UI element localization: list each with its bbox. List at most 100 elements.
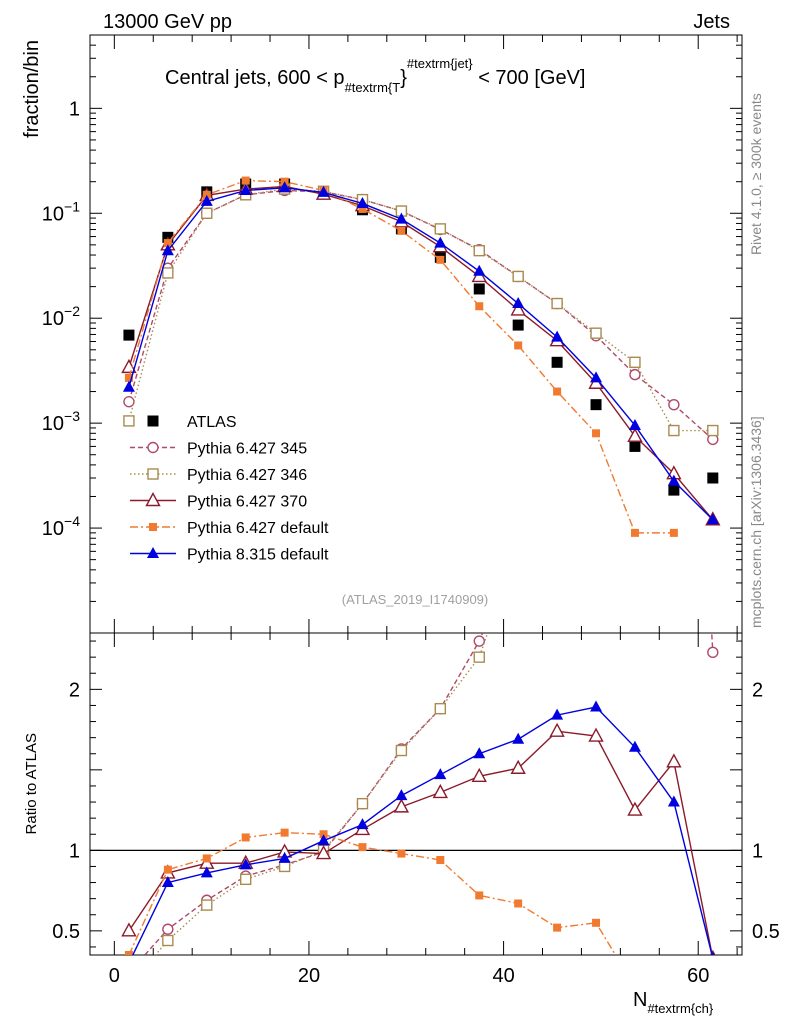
ratio-plot-frame [89,632,743,956]
ratio-series-point-3 [163,865,172,874]
ratio-y-tick-label: 1 [69,840,80,862]
ratio-series-line-0 [143,633,714,955]
ratio-series-line-4 [132,706,713,955]
ratio-series-point-2 [549,722,565,737]
main-series-point-0 [668,484,680,496]
main-y-tick-label: 10−2 [42,303,80,330]
tick-label-base: 10 [42,413,64,435]
main-series-point-3 [510,301,526,316]
main-series-point-5 [434,236,447,248]
main-series-point-1 [668,398,680,411]
ratio-series-point-4 [590,700,603,712]
main-title-sub: #textrm{T [345,80,401,95]
main-y-tick-label: 1 [69,98,80,120]
main-title-close: } [400,67,407,89]
legend: ATLAS Pythia 6.427 345 Pythia 6.427 346 Pyt… [130,414,329,564]
ratio-series-point-4 [200,866,213,878]
main-series-point-0 [123,329,135,341]
legend-label-0: ATLAS [187,414,237,431]
ratio-series-point-4 [356,818,369,830]
ratio-series-point-4 [395,789,408,801]
ratio-series-point-3 [124,951,133,955]
ratio-series-point-3 [553,923,562,932]
main-series-point-4 [669,528,678,537]
ratio-series-point-4 [711,951,715,955]
main-series-line-3 [128,185,714,521]
main-series-point-4 [163,239,172,248]
main-series-point-2 [434,223,447,235]
ratio-series-point-4 [473,747,486,759]
ratio-series-point-4 [278,851,291,863]
ratio-series-point-4 [551,708,564,720]
ratio-series-point-1 [162,934,174,947]
ratio-series-point-1 [434,702,447,715]
ratio-series-point-4 [667,795,680,807]
ratio-series-point-0 [707,646,719,659]
main-series-point-2 [473,244,485,257]
main-series-point-4 [630,528,639,537]
ratio-series-point-2 [393,798,410,813]
ratio-series-point-4 [628,740,641,752]
ratio-series-point-3 [202,854,211,863]
main-series-point-1 [629,368,641,381]
ratio-y-tick-label-right: 2 [752,679,763,701]
main-series-point-4 [241,176,250,185]
main-series-point-5 [278,181,291,193]
ratio-series-point-1 [473,651,485,663]
main-y-tick-label: 10−3 [42,408,80,435]
main-title-pre: Central jets, 600 < p [165,67,345,89]
legend-marker-1 [147,441,159,454]
main-series-point-5 [122,380,135,392]
main-series-line-2 [128,188,713,432]
ratio-series-point-0 [162,923,174,935]
main-series-point-5 [628,418,641,430]
main-series-point-4 [553,387,562,396]
ratio-series-point-3 [280,828,289,837]
main-series-line-5 [128,187,714,521]
ratio-series-point-3 [592,918,601,927]
legend-marker-3 [145,492,161,507]
ratio-ylabel: Ratio to ATLAS [23,733,40,834]
main-series-point-1 [123,396,135,408]
ratio-series-point-1 [201,899,213,911]
ratio-y-tick-label: 2 [69,679,80,701]
main-y-tick-label: 10−1 [42,198,80,225]
ratio-series-point-2 [588,727,604,742]
main-series-point-2 [512,270,524,283]
main-series-point-4 [397,226,406,235]
tick-label-exponent: −1 [64,198,80,214]
ratio-series-point-2 [471,767,487,782]
main-title-post: < 700 [GeV] [473,67,586,89]
main-series-point-2 [162,267,174,279]
main-series-point-5 [512,297,525,309]
main-series-line-1 [128,189,714,440]
ratio-series-point-3 [241,833,250,842]
ratio-series-point-1 [240,873,252,886]
main-series-point-2 [668,424,680,437]
ratio-y-tick-label: 0.5 [52,921,80,943]
x-tick-label: 0 [109,965,120,987]
legend-label-1: Pythia 6.427 345 [187,441,307,458]
main-series-point-5 [667,474,680,486]
tick-label-exponent: −4 [64,513,80,529]
main-series-point-2 [707,424,719,437]
main-series-point-2 [590,327,602,339]
ratio-series-point-4 [434,768,447,780]
ratio-series-point-3 [397,849,406,858]
ratio-series-point-3 [514,899,523,908]
ratio-y-tick-label-right: 0.5 [752,921,780,943]
ratio-series-point-2 [666,753,682,768]
ratio-series-point-3 [436,856,445,865]
ratio-series-point-3 [475,891,484,900]
main-series-point-5 [239,183,252,195]
main-series-point-4 [592,429,601,438]
main-series-point-0 [512,319,524,331]
legend-label-3: Pythia 6.427 370 [187,494,307,511]
tick-label-base: 10 [42,308,64,330]
x-axis-label-main: N [633,989,647,1011]
main-series-point-4 [358,204,367,213]
mcplots-label: mcplots.cern.ch [arXiv:1306.3436] [748,416,764,628]
main-series-point-0 [473,283,485,295]
data-layer [121,176,721,955]
ratio-series-point-2 [121,922,137,937]
